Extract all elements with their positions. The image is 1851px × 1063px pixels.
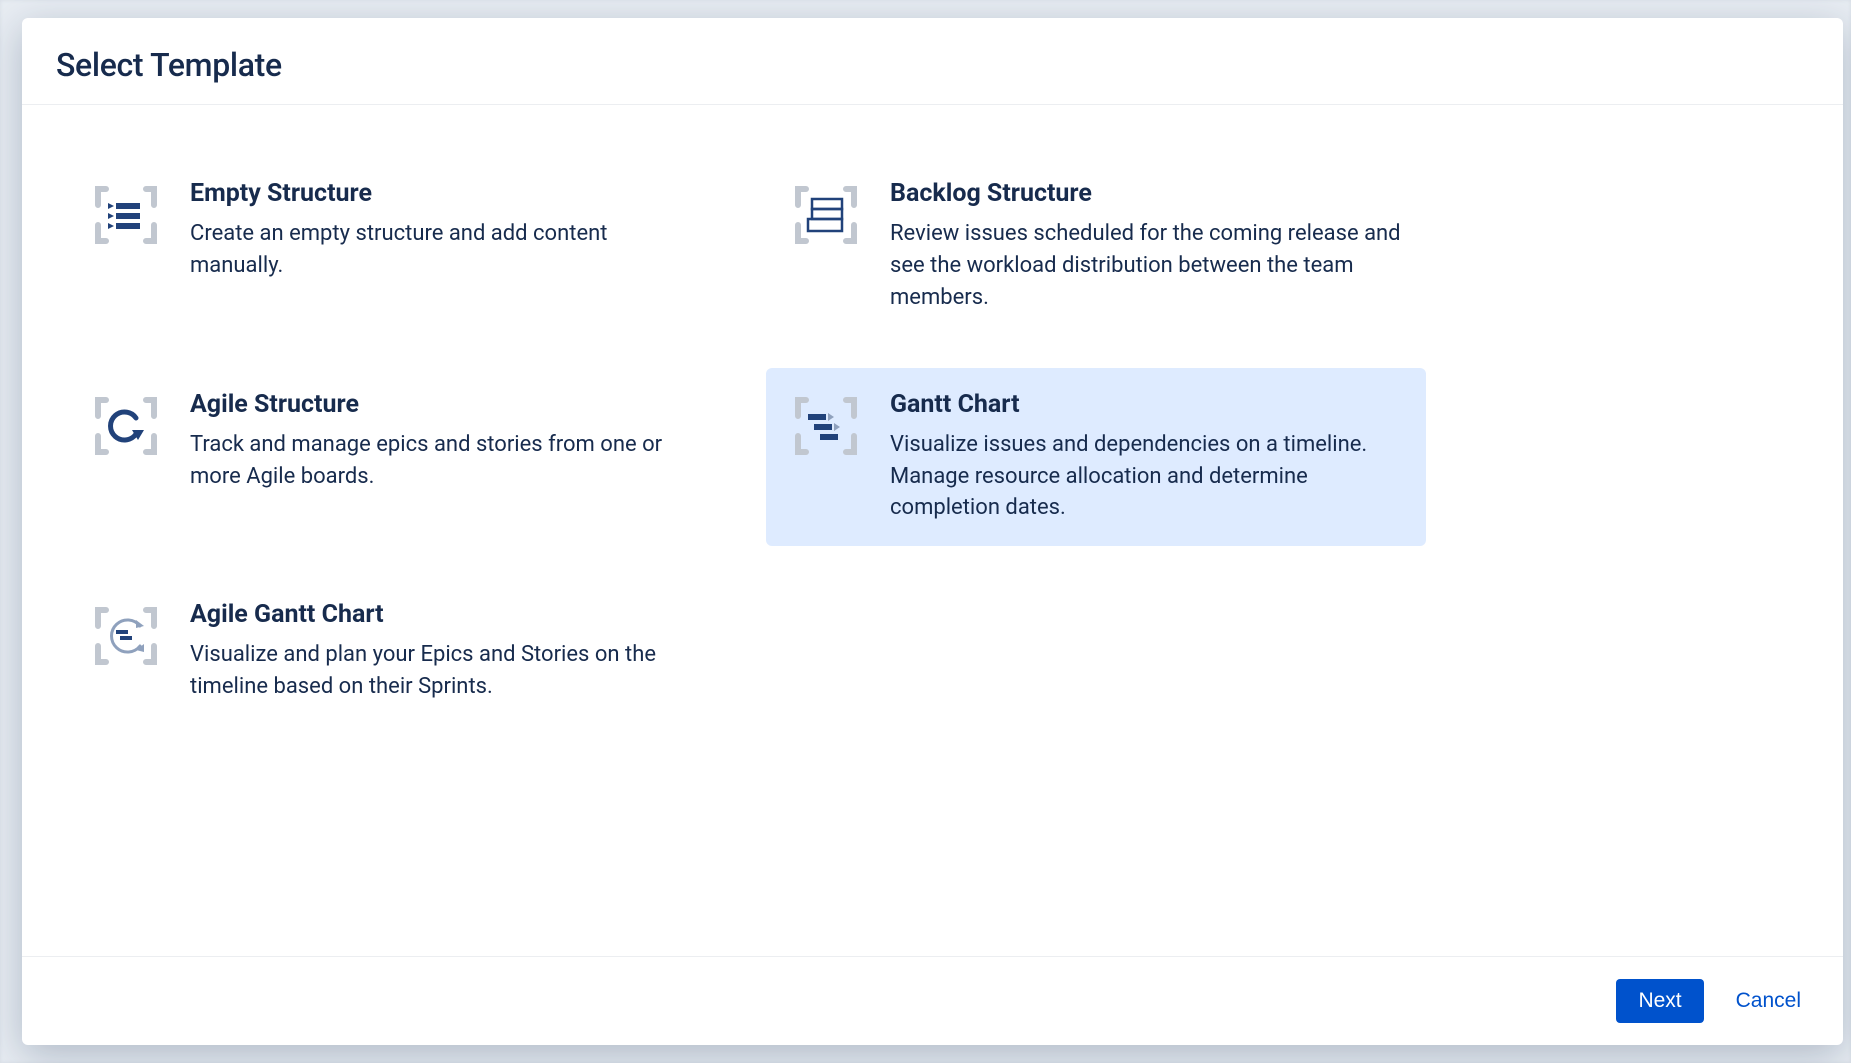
template-card-backlog-structure[interactable]: Backlog Structure Review issues schedule…: [766, 157, 1426, 336]
template-text: Agile Gantt Chart Visualize and plan you…: [190, 600, 702, 703]
template-description: Review issues scheduled for the coming r…: [890, 218, 1402, 314]
template-text: Empty Structure Create an empty structur…: [190, 179, 702, 282]
template-text: Backlog Structure Review issues schedule…: [890, 179, 1402, 314]
template-card-agile-structure[interactable]: Agile Structure Track and manage epics a…: [66, 368, 726, 547]
template-text: Gantt Chart Visualize issues and depende…: [890, 390, 1402, 525]
template-card-gantt-chart[interactable]: Gantt Chart Visualize issues and depende…: [766, 368, 1426, 547]
modal-title: Select Template: [56, 46, 1809, 84]
cycle-arrow-bracket-icon: [90, 390, 162, 462]
template-text: Agile Structure Track and manage epics a…: [190, 390, 702, 493]
template-description: Visualize issues and dependencies on a t…: [890, 429, 1402, 525]
template-title: Agile Gantt Chart: [190, 600, 702, 629]
template-title: Gantt Chart: [890, 390, 1402, 419]
list-bracket-icon: [90, 179, 162, 251]
stacked-rows-bracket-icon: [790, 179, 862, 251]
template-title: Empty Structure: [190, 179, 702, 208]
modal-body: Empty Structure Create an empty structur…: [22, 105, 1843, 956]
template-description: Visualize and plan your Epics and Storie…: [190, 639, 702, 703]
modal-footer: Next Cancel: [22, 956, 1843, 1045]
select-template-modal: Select Template: [22, 18, 1843, 1045]
template-card-agile-gantt-chart[interactable]: Agile Gantt Chart Visualize and plan you…: [66, 578, 726, 725]
template-title: Agile Structure: [190, 390, 702, 419]
template-description: Create an empty structure and add conten…: [190, 218, 702, 282]
template-grid: Empty Structure Create an empty structur…: [66, 157, 1426, 725]
template-title: Backlog Structure: [890, 179, 1402, 208]
gantt-bars-bracket-icon: [790, 390, 862, 462]
modal-header: Select Template: [22, 18, 1843, 105]
template-description: Track and manage epics and stories from …: [190, 429, 702, 493]
template-card-empty-structure[interactable]: Empty Structure Create an empty structur…: [66, 157, 726, 336]
cycle-gantt-bracket-icon: [90, 600, 162, 672]
cancel-button[interactable]: Cancel: [1728, 979, 1809, 1023]
next-button[interactable]: Next: [1616, 979, 1703, 1023]
